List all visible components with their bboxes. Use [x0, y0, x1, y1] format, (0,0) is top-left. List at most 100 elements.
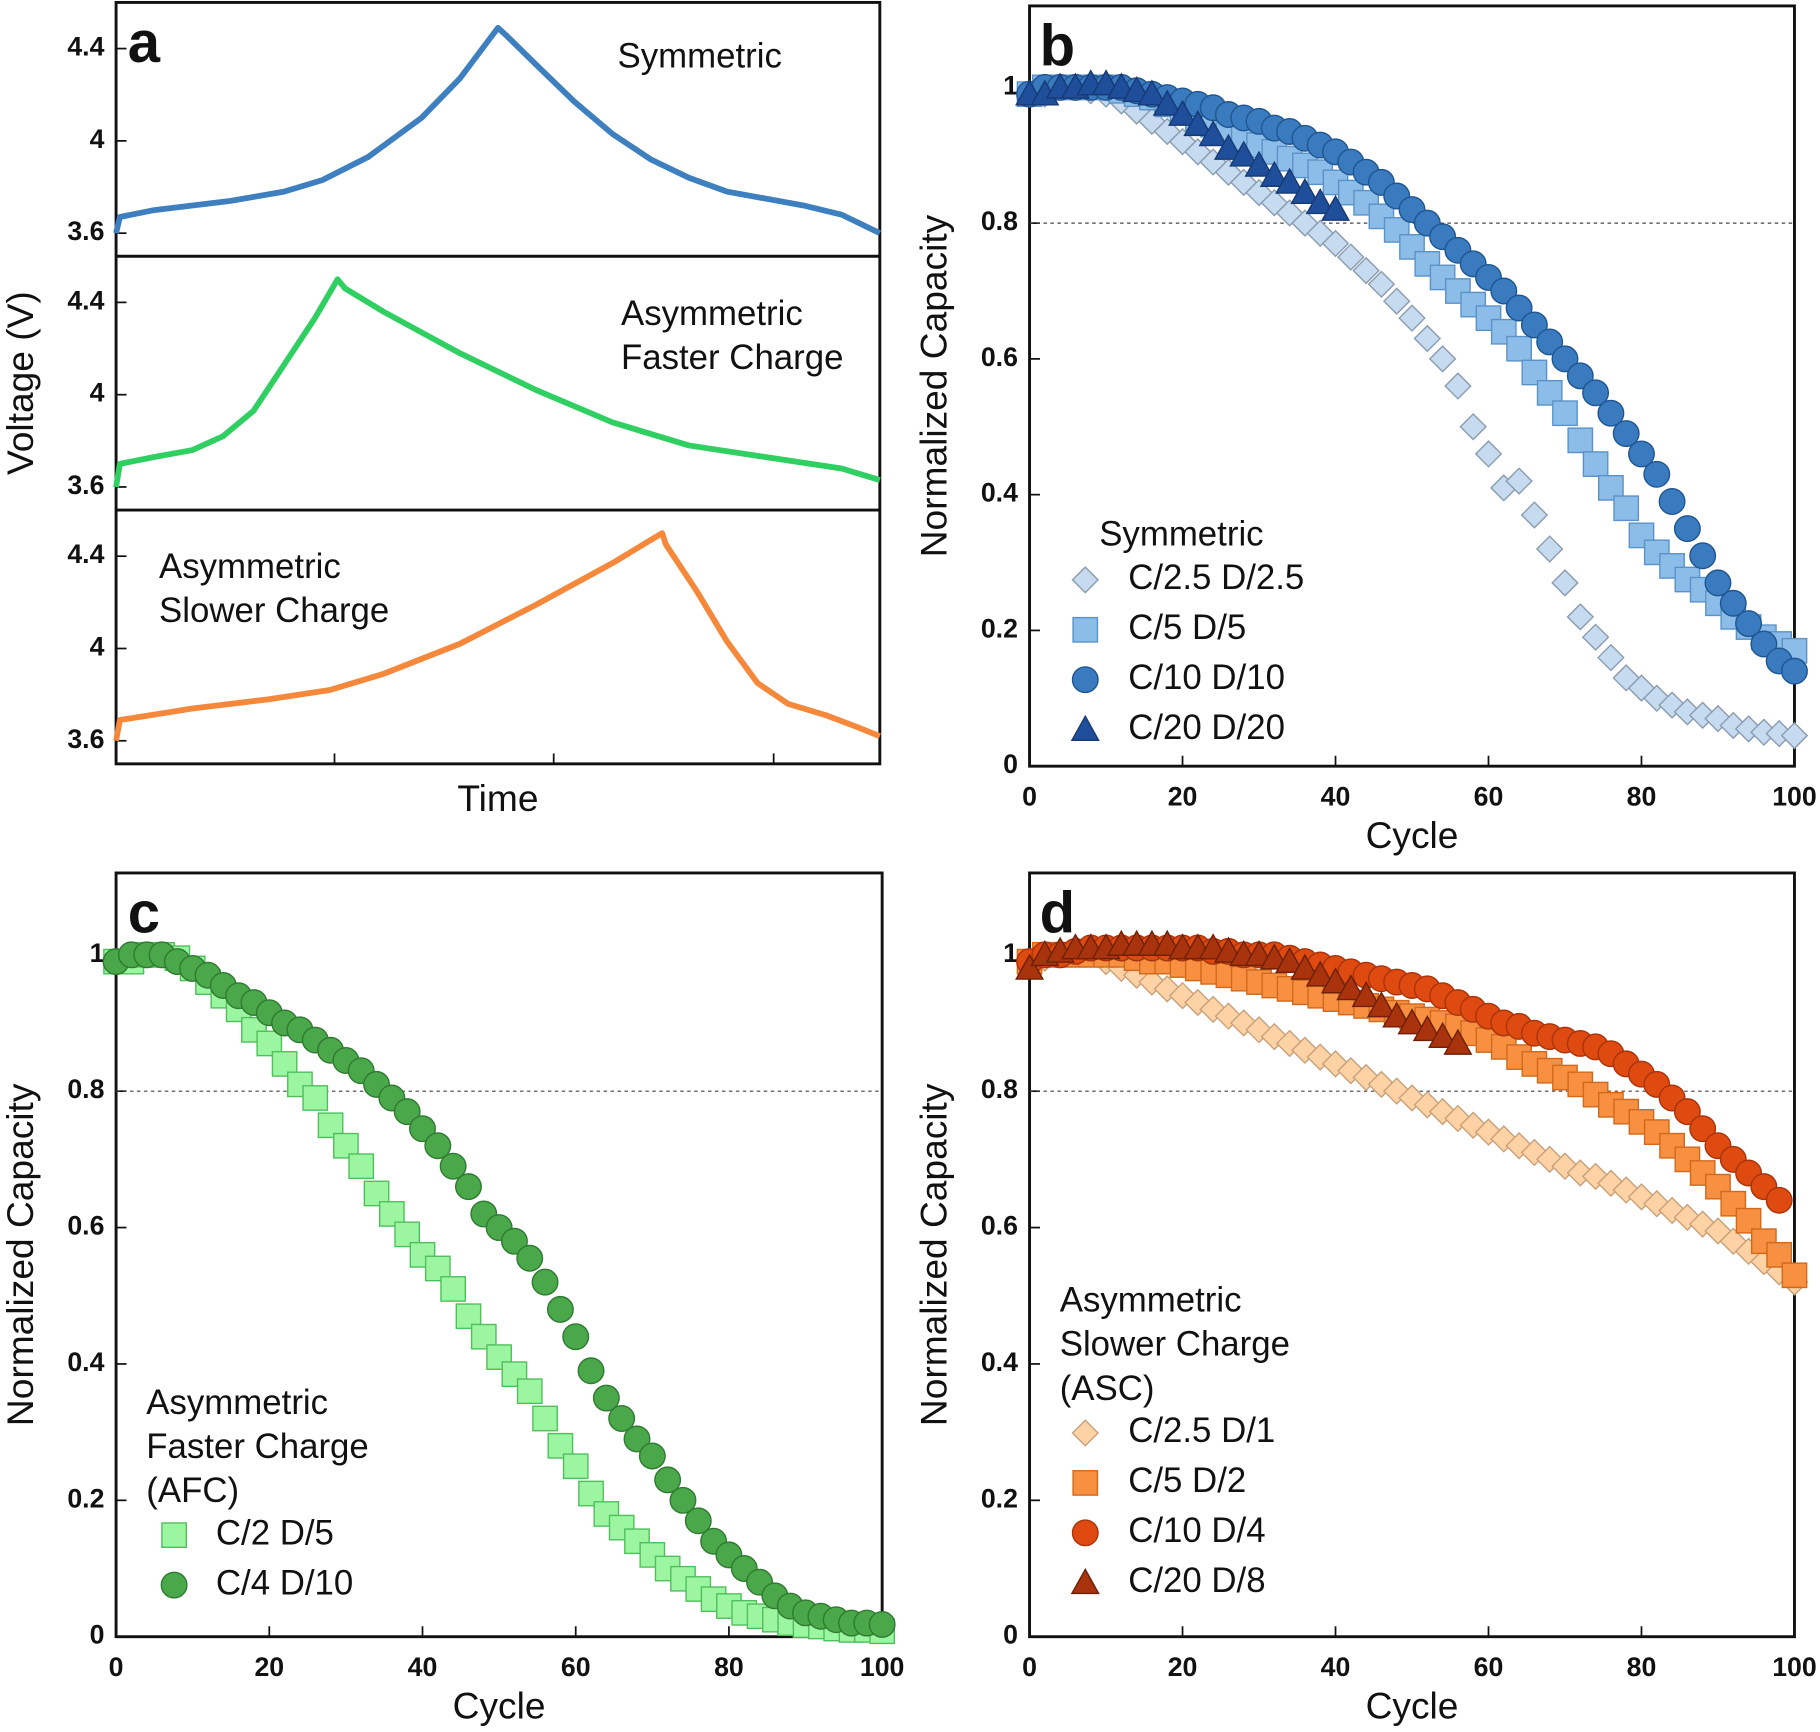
marker — [1735, 610, 1763, 638]
legend-title: (AFC) — [146, 1471, 239, 1510]
legend-marker — [1072, 616, 1099, 643]
marker — [669, 1486, 697, 1514]
marker — [1366, 991, 1396, 1018]
marker — [1244, 150, 1274, 177]
marker — [1413, 324, 1442, 353]
legend-title: Symmetric — [1099, 515, 1263, 554]
marker — [1673, 515, 1701, 543]
marker — [1658, 487, 1686, 515]
marker — [638, 1442, 666, 1470]
y-tick-label: 0.2 — [67, 1483, 104, 1513]
marker — [1152, 89, 1182, 116]
x-tick-label: 100 — [1772, 782, 1817, 812]
marker — [1307, 159, 1334, 186]
panel-label: b — [1040, 13, 1075, 78]
marker — [1582, 379, 1610, 407]
marker — [302, 1085, 329, 1111]
marker — [1780, 721, 1809, 750]
marker — [1566, 603, 1595, 631]
marker — [439, 1152, 467, 1180]
marker — [608, 1405, 636, 1432]
marker — [1198, 120, 1228, 147]
marker — [1459, 413, 1487, 441]
marker — [562, 1323, 590, 1351]
legend-marker — [161, 1522, 187, 1549]
marker — [1781, 1262, 1808, 1289]
x-tick-label: 40 — [408, 1652, 438, 1682]
legend-marker — [160, 1571, 188, 1599]
y-tick-label: 4.4 — [67, 539, 104, 569]
marker — [1566, 362, 1594, 390]
x-tick-label: 20 — [1168, 782, 1198, 812]
marker — [1320, 967, 1351, 994]
marker — [1382, 1001, 1412, 1028]
annotation: Asymmetric — [621, 294, 803, 333]
marker — [1535, 535, 1564, 563]
marker — [409, 1241, 436, 1268]
x-tick-label: 0 — [1022, 782, 1037, 812]
y-tick-label: 4.4 — [67, 32, 104, 62]
x-tick-label: 60 — [1474, 782, 1504, 812]
marker — [532, 1405, 558, 1432]
marker — [1597, 643, 1625, 672]
marker — [1520, 311, 1548, 339]
annotation: Slower Charge — [159, 591, 389, 630]
legend-marker — [1071, 1519, 1099, 1547]
y-tick-label: 3.6 — [67, 216, 104, 246]
marker — [1506, 335, 1532, 362]
marker — [1168, 981, 1197, 1010]
marker — [1275, 167, 1305, 194]
marker — [1781, 657, 1808, 685]
marker — [592, 1384, 620, 1412]
y-tick-label: 0.4 — [981, 1347, 1018, 1377]
legend-title: Asymmetric — [146, 1383, 328, 1422]
marker — [1704, 569, 1732, 597]
marker — [1336, 974, 1366, 1001]
legend-marker — [1071, 566, 1100, 594]
marker — [1643, 460, 1671, 488]
marker — [256, 1030, 283, 1057]
marker — [424, 1132, 452, 1160]
x-tick-label: 40 — [1321, 782, 1351, 812]
voltage-curve — [113, 24, 882, 236]
voltage-curve — [113, 530, 881, 742]
marker — [1613, 495, 1640, 522]
marker — [1398, 304, 1426, 332]
legend-title: Slower Charge — [1060, 1325, 1290, 1364]
y-tick-label: 0.8 — [981, 206, 1018, 236]
marker — [1750, 630, 1778, 658]
marker — [868, 1610, 896, 1638]
marker — [516, 1244, 544, 1272]
legend-marker — [1071, 666, 1099, 694]
panel-label: d — [1040, 880, 1075, 945]
marker — [547, 1432, 574, 1459]
annotation: Asymmetric — [159, 547, 341, 586]
marker — [1397, 1008, 1427, 1035]
y-tick-label: 0.6 — [981, 342, 1018, 372]
x-tick-label: 40 — [1321, 1652, 1351, 1682]
y-tick-label: 4 — [90, 632, 105, 662]
marker — [531, 1268, 559, 1296]
panel-label: c — [128, 880, 160, 945]
marker — [1367, 270, 1396, 298]
marker — [1444, 372, 1472, 400]
marker — [1412, 1015, 1442, 1042]
marker — [500, 1227, 528, 1255]
x-axis-title: Cycle — [1366, 814, 1459, 856]
marker — [1352, 256, 1380, 285]
marker — [1015, 953, 1045, 980]
marker — [409, 1115, 436, 1143]
x-axis-title: Cycle — [1366, 1684, 1459, 1726]
marker — [1505, 294, 1533, 322]
legend-label: C/20 D/20 — [1128, 708, 1285, 747]
marker — [1689, 542, 1717, 570]
marker — [1259, 160, 1289, 187]
marker — [348, 1153, 375, 1180]
marker — [1382, 287, 1411, 315]
marker — [1183, 109, 1213, 137]
x-tick-label: 0 — [109, 1652, 124, 1682]
marker — [1505, 467, 1533, 495]
marker — [1628, 440, 1655, 468]
marker — [394, 1221, 421, 1248]
marker — [1137, 79, 1167, 106]
